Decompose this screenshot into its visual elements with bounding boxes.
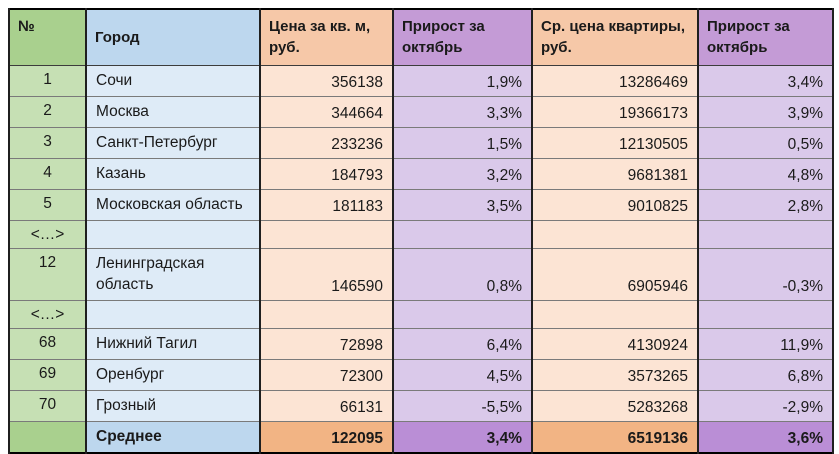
cell-num: 5	[8, 188, 87, 221]
cell-num: 3	[8, 126, 87, 159]
cell-growth_oct_sqm	[392, 219, 533, 249]
cell-price_flat: 6519136	[531, 420, 699, 453]
cell-num: 2	[8, 95, 87, 128]
cell-num: <…>	[8, 219, 87, 249]
cell-price_sqm: 72898	[259, 327, 394, 360]
cell-num: 1	[8, 64, 87, 97]
cell-growth_oct_sqm: 3,3%	[392, 95, 533, 128]
table-row: 70 Грозный 66131 -5,5% 5283268 -2,9%	[8, 389, 834, 422]
cell-city: Нижний Тагил	[85, 327, 261, 360]
cell-growth_oct_flat: 3,4%	[697, 64, 834, 97]
cell-price_sqm: 233236	[259, 126, 394, 159]
table-row: 4 Казань 184793 3,2% 9681381 4,8%	[8, 157, 834, 190]
cell-num: 69	[8, 358, 87, 391]
table-row: 5 Московская область 181183 3,5% 9010825 2,8%	[8, 188, 834, 221]
cell-city: Среднее	[85, 420, 261, 453]
cell-growth_oct_flat: -0,3%	[697, 247, 834, 301]
page: № Город Цена за кв. м, руб. Прирост за о…	[8, 8, 834, 454]
header-cell-growth-oct-sqm: Прирост за октябрь	[392, 8, 533, 66]
cell-growth_oct_flat: 2,8%	[697, 188, 834, 221]
cell-price_flat	[531, 219, 699, 249]
cell-growth_oct_sqm: 4,5%	[392, 358, 533, 391]
cell-growth_oct_flat	[697, 219, 834, 249]
cell-city: Москва	[85, 95, 261, 128]
table-ellipsis-row: <…>	[8, 299, 834, 329]
header-row: № Город Цена за кв. м, руб. Прирост за о…	[8, 8, 834, 66]
cell-city: Грозный	[85, 389, 261, 422]
cell-growth_oct_flat: 3,9%	[697, 95, 834, 128]
table-row: 12 Ленинградская область 146590 0,8% 6905946…	[8, 247, 834, 301]
cell-growth_oct_sqm: 1,5%	[392, 126, 533, 159]
cell-price_sqm	[259, 219, 394, 249]
cell-price_flat: 19366173	[531, 95, 699, 128]
table-body: 1 Сочи 356138 1,9% 13286469 3,4% 2 Москва 344664…	[8, 64, 834, 453]
cell-price_sqm	[259, 299, 394, 329]
cell-price_flat: 3573265	[531, 358, 699, 391]
cell-price_sqm: 356138	[259, 64, 394, 97]
cell-city: Московская область	[85, 188, 261, 221]
cell-price_flat: 6905946	[531, 247, 699, 301]
cell-num: <…>	[8, 299, 87, 329]
cell-price_sqm: 72300	[259, 358, 394, 391]
cell-num: 70	[8, 389, 87, 422]
table-row: 69 Оренбург 72300 4,5% 3573265 6,8%	[8, 358, 834, 391]
cell-price_sqm: 146590	[259, 247, 394, 301]
cell-city: Казань	[85, 157, 261, 190]
cell-growth_oct_sqm: 1,9%	[392, 64, 533, 97]
cell-growth_oct_sqm	[392, 299, 533, 329]
cell-growth_oct_flat: 3,6%	[697, 420, 834, 453]
cell-price_flat: 4130924	[531, 327, 699, 360]
cell-price_flat: 9010825	[531, 188, 699, 221]
cell-city: Ленинградская область	[85, 247, 261, 301]
table-total-row: Среднее 122095 3,4% 6519136 3,6%	[8, 420, 834, 453]
cell-price_sqm: 122095	[259, 420, 394, 453]
cell-price_flat	[531, 299, 699, 329]
cell-growth_oct_sqm: 6,4%	[392, 327, 533, 360]
cell-growth_oct_flat: -2,9%	[697, 389, 834, 422]
cell-price_sqm: 66131	[259, 389, 394, 422]
cell-growth_oct_flat: 6,8%	[697, 358, 834, 391]
cell-growth_oct_sqm: 0,8%	[392, 247, 533, 301]
cell-city	[85, 299, 261, 329]
header-cell-city: Город	[85, 8, 261, 66]
header-cell-price-sqm: Цена за кв. м, руб.	[259, 8, 394, 66]
cell-growth_oct_sqm: 3,5%	[392, 188, 533, 221]
cell-price_flat: 9681381	[531, 157, 699, 190]
cell-price_flat: 13286469	[531, 64, 699, 97]
cell-price_flat: 5283268	[531, 389, 699, 422]
cell-growth_oct_sqm: 3,2%	[392, 157, 533, 190]
cell-growth_oct_flat: 4,8%	[697, 157, 834, 190]
table-row: 2 Москва 344664 3,3% 19366173 3,9%	[8, 95, 834, 128]
cell-city: Санкт-Петербург	[85, 126, 261, 159]
cell-num: 68	[8, 327, 87, 360]
cell-growth_oct_flat	[697, 299, 834, 329]
header-cell-growth-oct-flat: Прирост за октябрь	[697, 8, 834, 66]
cell-growth_oct_flat: 0,5%	[697, 126, 834, 159]
table-row: 1 Сочи 356138 1,9% 13286469 3,4%	[8, 64, 834, 97]
cell-city: Сочи	[85, 64, 261, 97]
cell-growth_oct_sqm: 3,4%	[392, 420, 533, 453]
table-ellipsis-row: <…>	[8, 219, 834, 249]
header-cell-num: №	[8, 8, 87, 66]
cell-num	[8, 420, 87, 453]
table-row: 68 Нижний Тагил 72898 6,4% 4130924 11,9%	[8, 327, 834, 360]
table-row: 3 Санкт-Петербург 233236 1,5% 12130505 0,5%	[8, 126, 834, 159]
cell-price_sqm: 184793	[259, 157, 394, 190]
cell-num: 12	[8, 247, 87, 301]
cell-price_flat: 12130505	[531, 126, 699, 159]
cell-growth_oct_flat: 11,9%	[697, 327, 834, 360]
cell-city: Оренбург	[85, 358, 261, 391]
cell-growth_oct_sqm: -5,5%	[392, 389, 533, 422]
cell-price_sqm: 181183	[259, 188, 394, 221]
cell-num: 4	[8, 157, 87, 190]
header-cell-price-flat: Ср. цена квартиры, руб.	[531, 8, 699, 66]
cell-price_sqm: 344664	[259, 95, 394, 128]
cell-city	[85, 219, 261, 249]
city-prices-table: № Город Цена за кв. м, руб. Прирост за о…	[8, 8, 834, 454]
